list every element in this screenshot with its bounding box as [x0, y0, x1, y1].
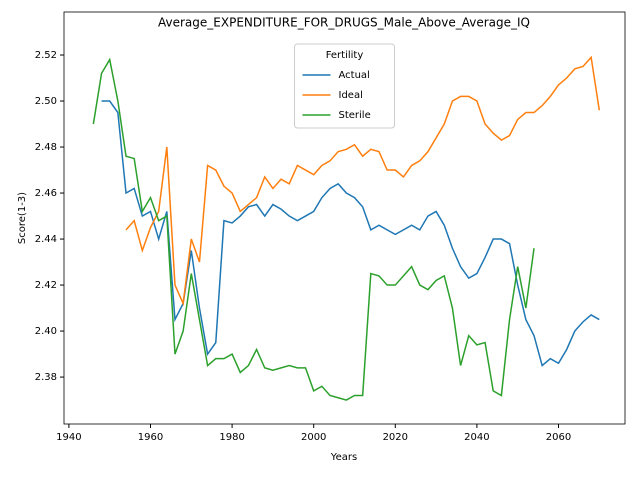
x-tick-label: 2060: [546, 432, 571, 443]
y-tick-label: 2.38: [35, 372, 57, 383]
legend-label: Actual: [339, 70, 370, 81]
legend-label: Ideal: [339, 90, 363, 101]
series-line: [125, 55, 601, 307]
legend-box: [294, 43, 395, 129]
y-tick-label: 2.48: [35, 142, 57, 153]
legend-label: Sterile: [339, 110, 371, 121]
y-tick-label: 2.44: [35, 234, 57, 245]
y-tick-label: 2.50: [35, 96, 57, 107]
plot-frame: [63, 11, 626, 425]
chart-title: Average_EXPENDITURE_FOR_DRUGS_Male_Above…: [158, 16, 530, 30]
x-axis-label: Years: [330, 452, 357, 463]
y-tick-label: 2.52: [35, 50, 57, 61]
y-axis-label: Score(1-3): [17, 192, 28, 244]
series-line: [92, 57, 535, 401]
legend-title: Fertility: [326, 50, 364, 61]
y-tick-label: 2.40: [35, 326, 57, 337]
x-tick-label: 1980: [219, 432, 244, 443]
x-tick-label: 2020: [383, 432, 408, 443]
x-tick-label: 2000: [301, 432, 326, 443]
x-tick-label: 2040: [464, 432, 489, 443]
x-tick-label: 1940: [56, 432, 81, 443]
y-tick-label: 2.42: [35, 280, 57, 291]
y-tick-label: 2.46: [35, 188, 57, 199]
x-tick-label: 1960: [138, 432, 163, 443]
